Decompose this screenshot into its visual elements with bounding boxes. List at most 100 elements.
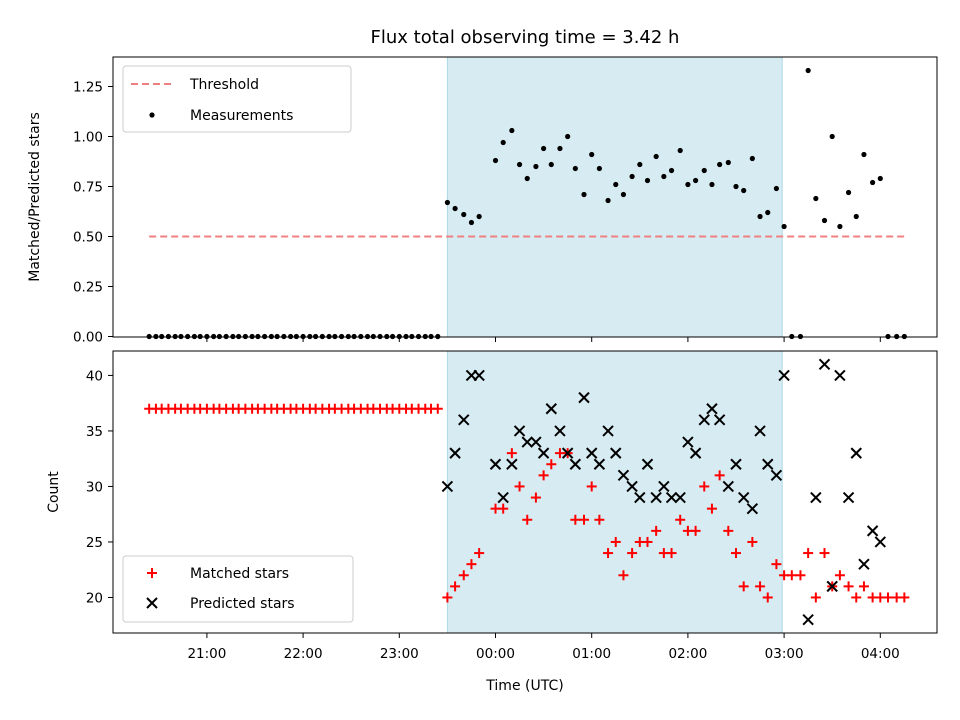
measurement-point — [668, 167, 675, 174]
measurements-points — [146, 67, 907, 340]
predicted-star-point — [458, 414, 470, 426]
legend-predicted-label: Predicted stars — [190, 596, 295, 612]
top-plot-frame — [112, 56, 938, 338]
measurement-point — [692, 177, 699, 184]
matched-star-point — [731, 548, 741, 559]
predicted-star-point — [874, 536, 887, 548]
matched-star-point — [450, 581, 461, 592]
measurement-point — [589, 151, 595, 158]
measurement-point — [685, 181, 691, 188]
measurement-point — [709, 181, 715, 188]
predicted-star-point — [778, 369, 790, 382]
matched-star-point — [586, 481, 597, 492]
measurement-point — [757, 213, 763, 220]
matched-star-point — [706, 503, 717, 514]
predicted-star-point — [689, 447, 702, 459]
predicted-star-point — [746, 502, 759, 515]
predicted-star-point — [802, 613, 814, 626]
matched-star-point — [498, 503, 509, 514]
predicted-star-point — [674, 491, 686, 504]
measurement-point — [870, 179, 876, 186]
matched-star-point — [579, 514, 590, 525]
bottom-legend: Matched stars Predicted stars — [122, 555, 354, 623]
legend-matched-label: Matched stars — [190, 566, 289, 582]
predicted-star-point — [497, 491, 509, 504]
predicted-star-point — [866, 525, 879, 537]
matched-star-point — [843, 581, 854, 592]
matched-star-point — [714, 470, 725, 481]
measurement-point — [813, 195, 819, 202]
measurement-point — [452, 205, 458, 212]
x-tick-label: 01:00 — [572, 646, 611, 662]
predicted-star-point — [641, 458, 654, 470]
predicted-star-point — [850, 447, 862, 459]
matched-star-point — [474, 548, 485, 559]
measurement-point — [541, 145, 547, 152]
matched-star-point — [899, 592, 910, 603]
matched-star-point — [594, 514, 605, 525]
matched-star-point — [738, 581, 749, 592]
matched-star-point — [690, 525, 701, 536]
matched-star-point — [466, 559, 477, 570]
measurement-point — [548, 161, 554, 168]
bottom-panel: 20 25 30 35 40 21:00 22:00 23:00 00:00 01:00 02:0… — [46, 350, 938, 694]
predicted-star-point — [665, 491, 678, 504]
measurement-point — [805, 67, 811, 74]
legend-predicted-swatch — [146, 597, 158, 609]
measurement-point — [861, 151, 867, 158]
predicted-star-point — [561, 447, 574, 459]
predicted-star-point — [810, 491, 822, 504]
measurement-point — [829, 133, 835, 140]
matched-star-point — [747, 536, 758, 547]
predicted-star-point — [834, 369, 846, 382]
measurement-point — [468, 219, 475, 226]
predicted-star-point — [610, 447, 622, 459]
matched-star-point — [522, 514, 533, 525]
predicted-star-point — [537, 447, 550, 459]
matched-star-point — [834, 570, 845, 581]
measurement-point — [644, 177, 651, 184]
bottom-y-tick-label: 25 — [86, 535, 103, 551]
measurement-point — [765, 209, 771, 216]
matched-star-point — [882, 592, 893, 603]
predicted-star-point — [569, 458, 582, 470]
legend-threshold-label: Threshold — [189, 77, 259, 93]
top-y-tick-label: 0.25 — [73, 280, 103, 296]
top-panel: 0.00 0.25 0.50 0.75 1.00 1.25 Matched/Predict… — [27, 56, 938, 346]
bottom-y-tick-label: 40 — [86, 368, 103, 384]
matched-star-point — [762, 592, 773, 603]
measurement-point — [620, 191, 627, 198]
matched-star-point — [546, 459, 557, 470]
predicted-star-point — [626, 480, 638, 493]
bottom-y-axis-title: Count — [46, 471, 62, 513]
measurement-point — [717, 161, 723, 168]
matched-star-point — [723, 525, 734, 536]
predicted-star-point — [506, 458, 518, 470]
top-y-tick-label: 0.50 — [73, 230, 103, 246]
measurement-point — [557, 145, 563, 152]
matched-star-point — [675, 514, 686, 525]
matched-star-point — [432, 403, 443, 414]
matched-star-point — [530, 492, 541, 503]
matched-star-point — [819, 548, 830, 559]
measurement-point — [845, 189, 852, 196]
matched-star-point — [771, 559, 782, 570]
matched-star-point — [666, 548, 677, 559]
bottom-y-tick-label: 30 — [86, 479, 103, 495]
matched-star-point — [603, 548, 614, 559]
measurement-point — [476, 213, 482, 220]
measurement-point — [492, 157, 499, 164]
predicted-star-point — [737, 491, 750, 504]
top-legend-box — [122, 65, 352, 133]
predicted-star-point — [730, 458, 742, 470]
top-y-tick-label: 0.75 — [73, 180, 103, 196]
measurement-point — [533, 163, 539, 170]
matched-star-point — [642, 536, 653, 547]
predicted-star-point — [770, 469, 783, 482]
matched-star-point — [442, 592, 453, 603]
measurement-point — [461, 211, 467, 218]
x-tick-label: 02:00 — [668, 646, 707, 662]
measurement-point — [661, 173, 667, 180]
matched-star-point — [858, 581, 869, 592]
top-y-axis-title: Matched/Predicted stars — [27, 112, 43, 282]
